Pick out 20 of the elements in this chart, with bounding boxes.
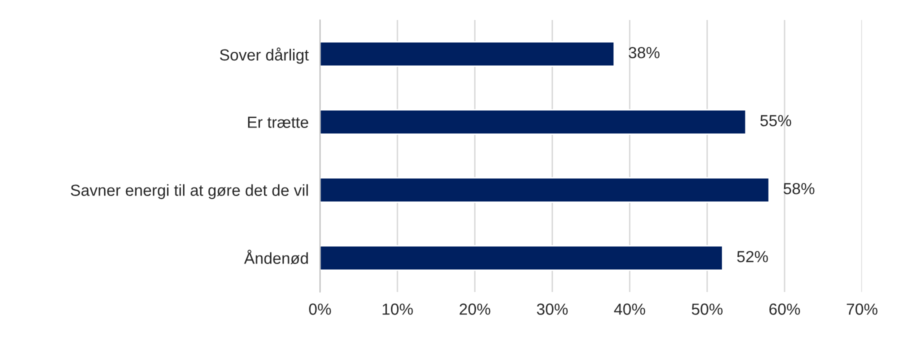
x-tick-label: 20% xyxy=(460,304,490,315)
x-tick-label: 50% xyxy=(692,304,723,315)
y-tick-label: Sover dårligt xyxy=(220,48,309,64)
y-tick-label: Er trætte xyxy=(248,116,308,128)
bar xyxy=(320,109,747,135)
x-tick-label: 70% xyxy=(846,304,878,315)
bar xyxy=(320,177,770,203)
data-label: 58% xyxy=(784,182,814,194)
data-label: 55% xyxy=(760,115,792,126)
data-label: 38% xyxy=(628,46,660,58)
x-tick-label: 30% xyxy=(536,304,568,315)
x-tick-label: 10% xyxy=(382,304,413,315)
x-tick-label: 0% xyxy=(309,304,331,315)
x-tick-label: 60% xyxy=(769,304,800,315)
y-tick-label: Savner energi til at gøre det de vil xyxy=(70,184,308,200)
data-label: 52% xyxy=(737,250,768,262)
bar xyxy=(320,245,724,271)
y-tick-label: Åndenød xyxy=(244,250,308,264)
bar xyxy=(320,41,615,67)
x-tick-label: 40% xyxy=(614,304,646,315)
